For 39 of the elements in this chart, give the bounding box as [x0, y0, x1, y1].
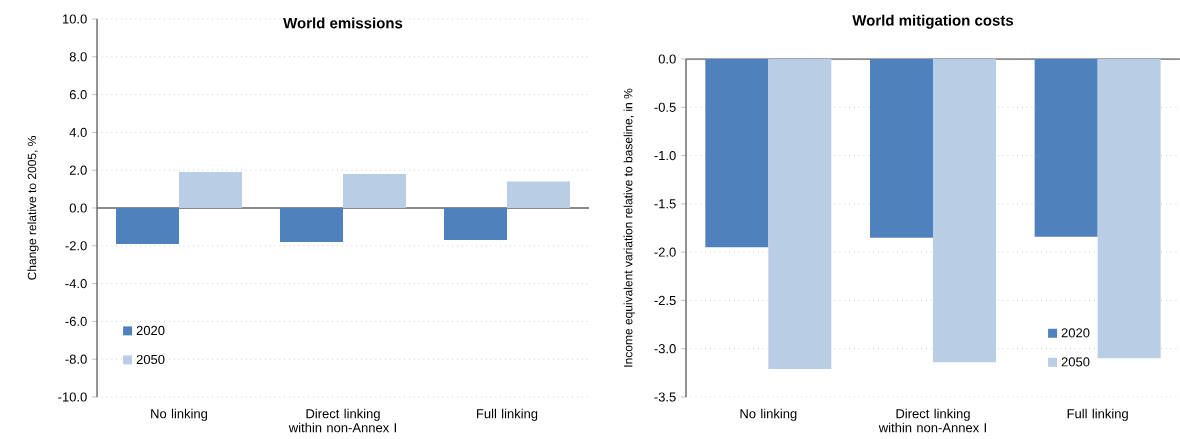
legend-label: 2020	[136, 325, 165, 336]
y-tick-label: 0.0	[69, 203, 87, 213]
x-tick-label: Direct linking within non-Annex I	[288, 408, 396, 433]
y-tick-label: -8.0	[65, 354, 87, 364]
x-tick-label: No linking	[740, 408, 797, 421]
y-tick-label: -1.0	[654, 150, 676, 161]
y-tick-label: -3.0	[654, 344, 676, 354]
y-tick-label: -6.0	[65, 316, 87, 326]
x-tick-label: No linking	[151, 408, 208, 421]
bar	[444, 208, 507, 241]
legend-label: 2050	[1061, 357, 1090, 367]
y-tick-label: -10.0	[58, 392, 87, 402]
chart-title: World emissions	[283, 17, 403, 29]
x-tick-label: Full linking	[477, 408, 538, 421]
bar	[280, 208, 343, 243]
bar	[507, 181, 570, 208]
bar	[116, 208, 180, 244]
y-tick-label: 8.0	[69, 52, 87, 62]
y-tick-label: -1.5	[654, 199, 676, 209]
y-tick-label: -2.0	[654, 247, 676, 257]
chart-title: World mitigation costs	[852, 14, 1014, 29]
legend-label: 2020	[1061, 328, 1090, 338]
y-tick-label: -2.5	[654, 295, 676, 306]
y-tick-label: -4.0	[65, 279, 87, 289]
y-tick-label: 2.0	[69, 165, 87, 175]
y-tick-label: 4.0	[69, 127, 87, 137]
y-axis-title: Income equivalent variation relative to baseline, in %	[623, 88, 635, 367]
y-axis-title: Change relative to 2005, %	[27, 136, 39, 280]
x-tick-label: Full linking	[1067, 408, 1128, 421]
y-tick-label: -2.0	[65, 241, 87, 251]
x-tick-label: Direct linking within non-Annex I	[878, 408, 986, 433]
y-tick-label: 6.0	[69, 90, 87, 100]
bar	[179, 172, 243, 208]
y-tick-label: -3.5	[654, 392, 676, 402]
y-tick-label: 0.0	[658, 54, 676, 64]
y-tick-label: 10.0	[62, 14, 87, 24]
y-tick-label: -0.5	[654, 102, 676, 112]
legend-label: 2050	[136, 354, 165, 365]
bar	[343, 173, 406, 208]
